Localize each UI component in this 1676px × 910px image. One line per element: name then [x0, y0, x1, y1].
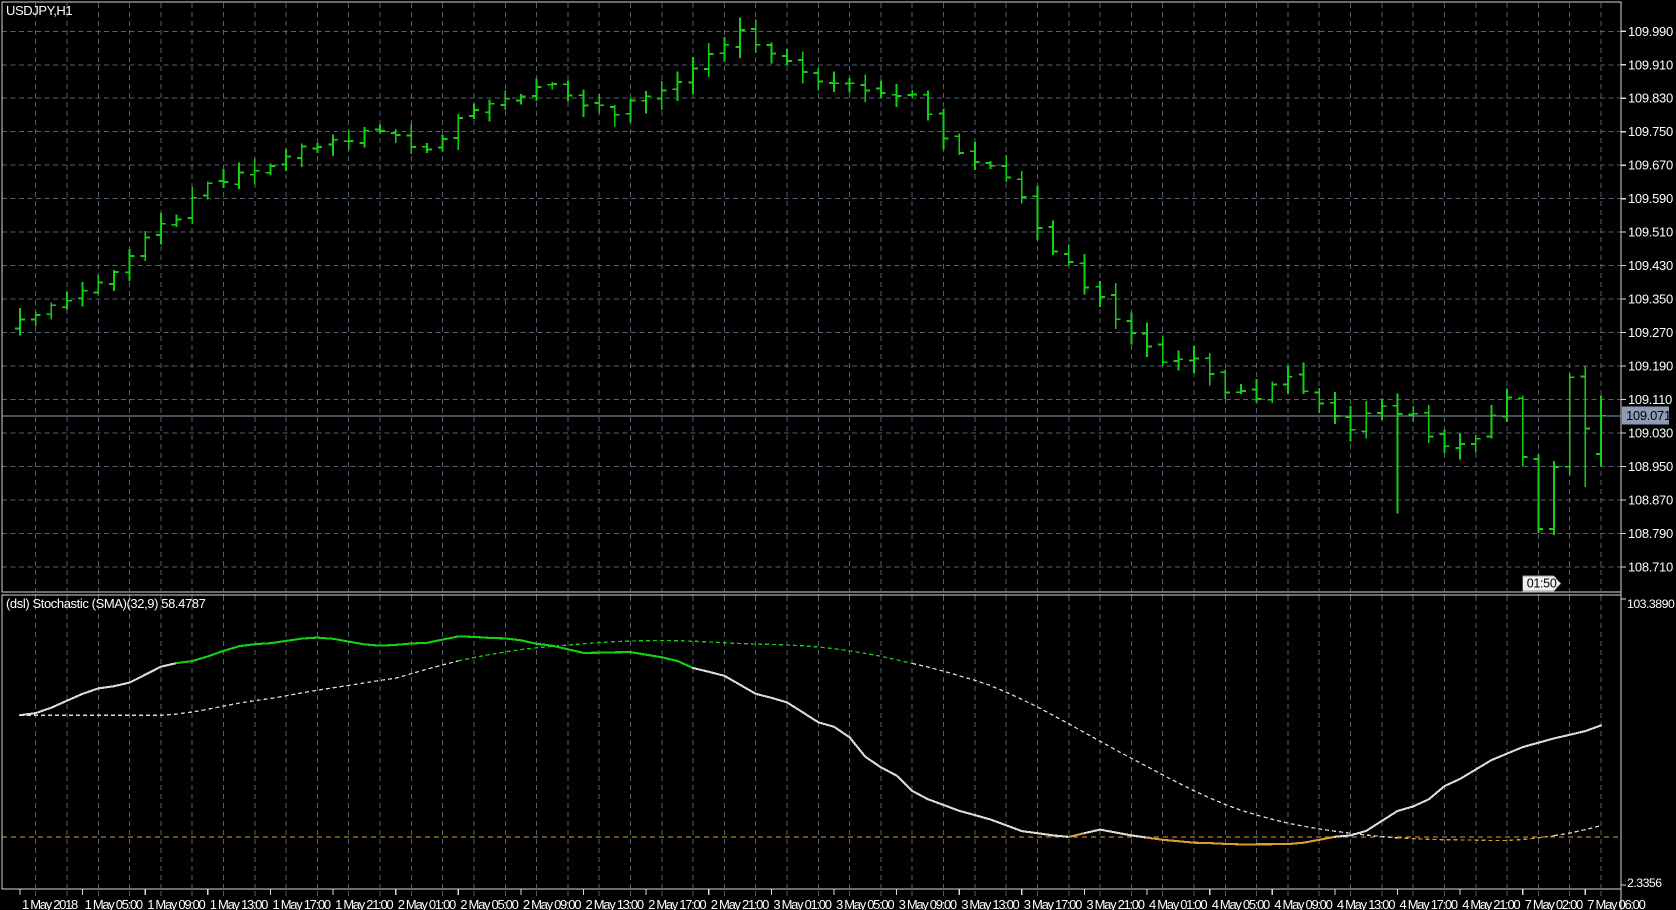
- svg-text:(dsl) Stochastic (SMA)(32,9) 5: (dsl) Stochastic (SMA)(32,9) 58.4787: [6, 596, 206, 611]
- svg-text:1 May 17:00: 1 May 17:00: [273, 897, 331, 910]
- svg-text:109.190: 109.190: [1628, 359, 1673, 374]
- svg-text:2 May 05:00: 2 May 05:00: [460, 897, 518, 910]
- svg-text:109.430: 109.430: [1628, 258, 1673, 273]
- svg-text:3 May 05:00: 3 May 05:00: [836, 897, 894, 910]
- svg-text:109.350: 109.350: [1628, 292, 1673, 307]
- svg-text:2 May 17:00: 2 May 17:00: [648, 897, 706, 910]
- svg-text:109.071: 109.071: [1626, 408, 1671, 423]
- svg-text:109.030: 109.030: [1628, 426, 1673, 441]
- svg-text:4 May 21:00: 4 May 21:00: [1462, 897, 1520, 910]
- svg-text:2 May 09:00: 2 May 09:00: [523, 897, 581, 910]
- svg-text:108.870: 108.870: [1628, 492, 1673, 507]
- svg-text:108.950: 108.950: [1628, 459, 1673, 474]
- svg-text:4 May 01:00: 4 May 01:00: [1149, 897, 1207, 910]
- svg-text:4 May 17:00: 4 May 17:00: [1400, 897, 1458, 910]
- svg-text:109.590: 109.590: [1628, 191, 1673, 206]
- svg-text:2 May 13:00: 2 May 13:00: [586, 897, 644, 910]
- svg-text:109.910: 109.910: [1628, 57, 1673, 72]
- svg-text:01:50: 01:50: [1527, 577, 1557, 591]
- svg-text:109.270: 109.270: [1628, 325, 1673, 340]
- svg-text:1 May 2018: 1 May 2018: [22, 897, 78, 910]
- svg-text:4 May 05:00: 4 May 05:00: [1212, 897, 1270, 910]
- svg-text:3 May 21:00: 3 May 21:00: [1086, 897, 1144, 910]
- svg-text:1 May 13:00: 1 May 13:00: [210, 897, 268, 910]
- svg-text:109.110: 109.110: [1628, 392, 1672, 407]
- svg-text:1 May 21:00: 1 May 21:00: [335, 897, 393, 910]
- svg-text:2 May 01:00: 2 May 01:00: [398, 897, 456, 910]
- svg-text:3 May 17:00: 3 May 17:00: [1024, 897, 1082, 910]
- svg-text:109.670: 109.670: [1628, 158, 1673, 173]
- svg-text:2 May 21:00: 2 May 21:00: [711, 897, 769, 910]
- svg-text:109.990: 109.990: [1628, 24, 1673, 39]
- svg-text:4 May 13:00: 4 May 13:00: [1337, 897, 1395, 910]
- svg-text:3 May 13:00: 3 May 13:00: [961, 897, 1019, 910]
- svg-text:1 May 05:00: 1 May 05:00: [85, 897, 143, 910]
- svg-text:109.830: 109.830: [1628, 91, 1673, 106]
- svg-text:USDJPY,H1: USDJPY,H1: [6, 3, 72, 18]
- svg-text:4 May 09:00: 4 May 09:00: [1274, 897, 1332, 910]
- svg-text:7 May 06:00: 7 May 06:00: [1587, 897, 1645, 910]
- svg-text:3 May 09:00: 3 May 09:00: [899, 897, 957, 910]
- svg-text:108.790: 108.790: [1628, 526, 1673, 541]
- svg-text:109.750: 109.750: [1628, 124, 1673, 139]
- svg-text:2.3356: 2.3356: [1627, 876, 1662, 890]
- svg-text:3 May 01:00: 3 May 01:00: [773, 897, 831, 910]
- svg-text:109.510: 109.510: [1628, 225, 1673, 240]
- svg-text:103.3890: 103.3890: [1627, 597, 1675, 611]
- svg-text:108.710: 108.710: [1628, 559, 1673, 574]
- svg-text:7 May 02:00: 7 May 02:00: [1525, 897, 1583, 910]
- svg-text:1 May 09:00: 1 May 09:00: [147, 897, 205, 910]
